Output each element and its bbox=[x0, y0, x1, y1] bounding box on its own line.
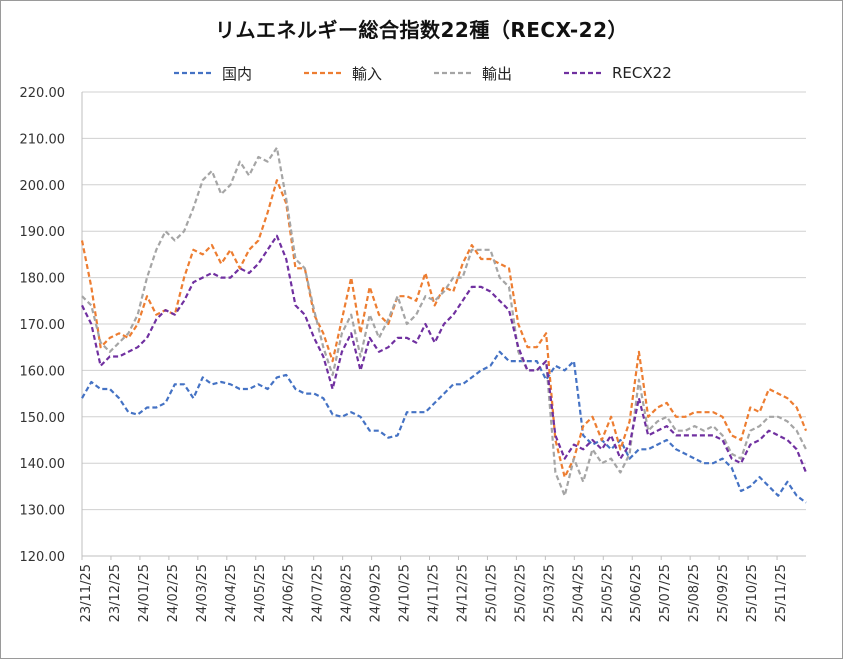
series-line-国内 bbox=[81, 350, 807, 504]
x-tick-label: 25/11/25 bbox=[774, 564, 789, 622]
x-tick-label: 24/01/25 bbox=[137, 564, 152, 622]
legend-item: 国内 bbox=[172, 62, 302, 84]
series-line-RECX22 bbox=[81, 234, 808, 473]
y-tick-label: 190.00 bbox=[20, 225, 66, 240]
series-line-輸出 bbox=[81, 146, 807, 497]
x-tick-label: 25/09/25 bbox=[716, 564, 731, 622]
x-tick-label: 24/02/25 bbox=[166, 564, 181, 622]
legend-swatch bbox=[564, 71, 604, 75]
x-tick-label: 24/09/25 bbox=[369, 564, 384, 622]
x-tick-label: 25/10/25 bbox=[745, 564, 760, 622]
legend-item: 輸出 bbox=[432, 62, 562, 84]
x-tick-label: 24/10/25 bbox=[398, 564, 413, 622]
y-tick-label: 200.00 bbox=[20, 179, 66, 194]
series-line-輸入 bbox=[80, 179, 808, 479]
y-tick-label: 140.00 bbox=[20, 457, 66, 472]
x-tick-label: 23/12/25 bbox=[108, 564, 123, 622]
y-tick-label: 160.00 bbox=[20, 364, 66, 379]
x-tick-label: 24/04/25 bbox=[224, 564, 239, 622]
x-tick-label: 24/03/25 bbox=[195, 564, 210, 622]
x-tick-label: 24/12/25 bbox=[455, 564, 470, 622]
x-tick-label: 24/05/25 bbox=[253, 564, 268, 622]
legend-label: 輸出 bbox=[482, 64, 513, 83]
legend-swatch bbox=[304, 71, 344, 75]
y-tick-label: 130.00 bbox=[20, 504, 66, 519]
y-tick-label: 170.00 bbox=[20, 318, 66, 333]
x-tick-label: 25/07/25 bbox=[658, 564, 673, 622]
legend-swatch bbox=[174, 71, 214, 75]
x-tick-label: 24/07/25 bbox=[311, 564, 326, 622]
x-tick-label: 25/02/25 bbox=[513, 564, 528, 622]
legend-label: 輸入 bbox=[352, 64, 383, 83]
x-tick-label: 24/06/25 bbox=[282, 564, 297, 622]
legend-label: 国内 bbox=[222, 64, 253, 83]
y-tick-label: 210.00 bbox=[20, 132, 66, 147]
legend-label: RECX22 bbox=[612, 64, 672, 82]
x-tick-label: 25/04/25 bbox=[571, 564, 586, 622]
y-tick-label: 180.00 bbox=[20, 272, 66, 287]
x-tick-label: 25/05/25 bbox=[600, 564, 615, 622]
y-tick-label: 220.00 bbox=[20, 86, 66, 101]
x-tick-label: 25/01/25 bbox=[484, 564, 499, 622]
y-tick-label: 150.00 bbox=[20, 411, 66, 426]
x-tick-label: 23/11/25 bbox=[79, 564, 94, 622]
legend-swatch bbox=[434, 71, 474, 75]
legend-item: RECX22 bbox=[562, 62, 692, 84]
x-tick-label: 25/06/25 bbox=[629, 564, 644, 622]
x-tick-label: 25/08/25 bbox=[687, 564, 702, 622]
y-tick-label: 120.00 bbox=[20, 550, 66, 565]
legend-item: 輸入 bbox=[302, 62, 432, 84]
x-tick-label: 25/03/25 bbox=[542, 564, 557, 622]
x-tick-label: 24/08/25 bbox=[340, 564, 355, 622]
x-tick-label: 24/11/25 bbox=[427, 564, 442, 622]
chart-title: リムエネルギー総合指数22種（RECX-22） bbox=[215, 18, 628, 42]
legend: 国内 輸入 輸出 RECX22 bbox=[172, 62, 692, 84]
